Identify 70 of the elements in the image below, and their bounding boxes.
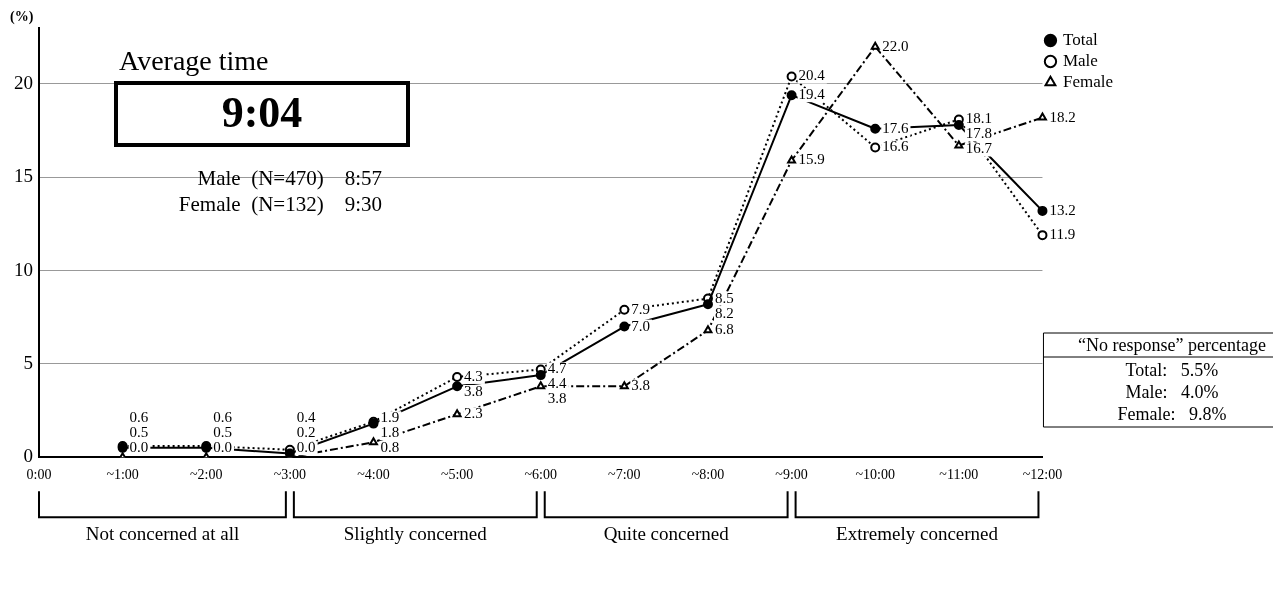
y-tick-label: 0 [23, 445, 33, 467]
annotation: Male (N=470) 8:57 [197, 165, 382, 190]
y-tick-label: 10 [14, 258, 33, 280]
data-label: 2.3 [464, 405, 483, 422]
data-label: 3.8 [547, 390, 567, 407]
data-label: 22.0 [882, 37, 909, 54]
x-tick-label: ~1:00 [106, 467, 139, 483]
y-tick-label: 15 [14, 165, 33, 187]
data-label: 0.0 [129, 439, 149, 456]
text: “No response” percentage [1078, 334, 1266, 355]
data-label: 0.0 [296, 439, 316, 456]
data-label: 20.4 [798, 67, 826, 84]
x-tick-label: ~4:00 [357, 467, 390, 483]
data-label: 8.5 [714, 289, 734, 306]
data-label: 7.9 [631, 300, 651, 317]
data-label: 0.6 [213, 409, 233, 426]
data-label: 0.8 [380, 439, 400, 456]
x-tick-label: ~12:00 [1022, 467, 1063, 483]
data-label: 6.8 [714, 321, 734, 338]
data-label: 16.7 [965, 140, 993, 157]
x-tick-label: ~8:00 [691, 467, 725, 483]
data-label: 19.4 [798, 86, 826, 103]
x-tick-label: ~2:00 [190, 467, 223, 483]
data-label: 7.0 [631, 317, 651, 334]
x-tick-label: ~11:00 [939, 467, 979, 483]
data-label: 15.9 [798, 151, 825, 168]
data-label: 0.6 [129, 409, 149, 426]
x-tick-label: ~5:00 [440, 467, 474, 483]
data-label: 13.2 [1049, 201, 1076, 218]
x-tick-label: ~7:00 [608, 467, 641, 483]
data-label: 0.5 [213, 424, 232, 441]
text: Slightly concerned [343, 523, 488, 545]
text: Female: 9.8% [1117, 403, 1227, 424]
x-tick-label: 0:00 [26, 467, 52, 483]
data-label: 0.5 [129, 424, 149, 441]
data-label: 8.2 [714, 304, 734, 321]
annotation: 9:04 [221, 88, 303, 138]
y-axis-title: (%) [10, 8, 34, 25]
legend-label: Male [1062, 50, 1098, 70]
text: Total: 5.5% [1125, 359, 1219, 380]
x-tick-label: ~10:00 [855, 467, 895, 483]
data-label: 0.0 [213, 439, 232, 456]
annotation: Female (N=132) 9:30 [178, 191, 382, 216]
legend-label: Female [1062, 71, 1114, 91]
data-label: 1.9 [380, 409, 400, 426]
data-label: 4.3 [464, 367, 483, 384]
text: Quite concerned [603, 523, 730, 545]
data-label: 0.4 [296, 409, 317, 426]
text: Male: 4.0% [1125, 381, 1219, 402]
x-tick-label: ~6:00 [524, 467, 557, 483]
data-label: 3.8 [464, 382, 483, 399]
data-label: 0.2 [296, 424, 316, 441]
x-tick-label: ~3:00 [273, 467, 307, 483]
text: Not concerned at all [85, 523, 240, 545]
data-label: 4.4 [547, 375, 567, 392]
x-tick-label: ~9:00 [775, 467, 808, 483]
legend-label: Total [1062, 29, 1098, 49]
data-label: 18.1 [965, 110, 993, 127]
y-tick-label: 20 [14, 71, 33, 93]
data-label: 17.8 [965, 125, 993, 142]
data-label: 18.2 [1049, 108, 1076, 125]
data-label: 3.8 [631, 377, 651, 394]
data-label: 4.7 [547, 360, 567, 377]
data-label: 16.6 [882, 138, 909, 155]
data-label: 17.6 [882, 119, 909, 136]
annotation: Average time [119, 45, 269, 76]
y-tick-label: 5 [23, 351, 33, 373]
data-label: 1.8 [380, 424, 400, 441]
text: Extremely concerned [836, 523, 999, 545]
data-label: 11.9 [1049, 226, 1076, 243]
